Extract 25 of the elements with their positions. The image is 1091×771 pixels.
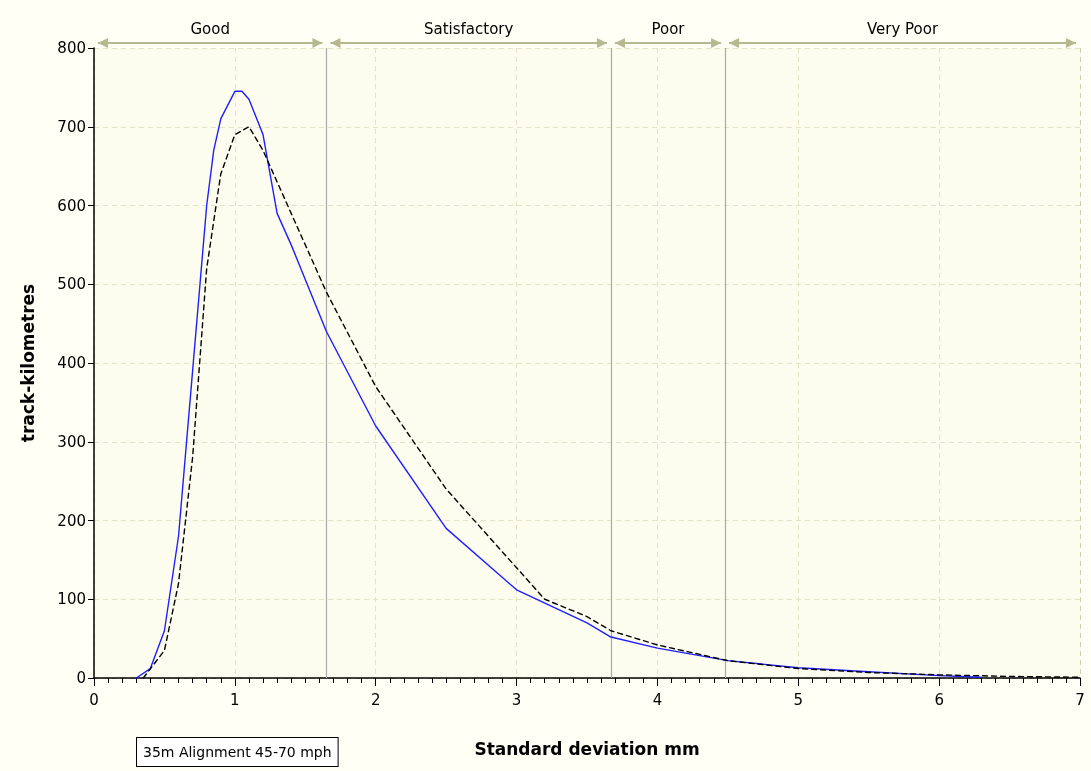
x-tick-label: 7 (1075, 690, 1085, 709)
x-axis-title: Standard deviation mm (474, 738, 700, 759)
x-tick-label: 6 (934, 690, 944, 709)
y-tick-label: 100 (57, 590, 86, 609)
band-label: Very Poor (866, 19, 939, 38)
x-tick-label: 0 (89, 690, 99, 709)
y-tick-label: 300 (57, 432, 86, 451)
x-tick-label: 4 (652, 690, 663, 709)
text: 35m Alignment 45-70 mph (143, 744, 332, 760)
y-tick-label: 800 (57, 39, 86, 57)
x-tick-label: 5 (793, 690, 804, 709)
band-label: Good (190, 19, 230, 38)
band-label: Poor (651, 19, 686, 38)
y-tick-label: 500 (57, 275, 86, 294)
x-tick-label: 2 (370, 690, 381, 709)
y-tick-label: 700 (57, 117, 86, 136)
y-tick-label: 400 (57, 354, 86, 372)
y-axis-title: track-kilometres (17, 283, 38, 443)
band-label: Satisfactory (423, 19, 514, 38)
y-tick-label: 600 (57, 196, 86, 215)
y-tick-label: 0 (76, 669, 86, 687)
x-tick-label: 3 (511, 690, 522, 709)
line-series (135, 90, 983, 679)
y-tick-label: 200 (57, 511, 86, 530)
x-tick-label: 1 (230, 690, 240, 709)
